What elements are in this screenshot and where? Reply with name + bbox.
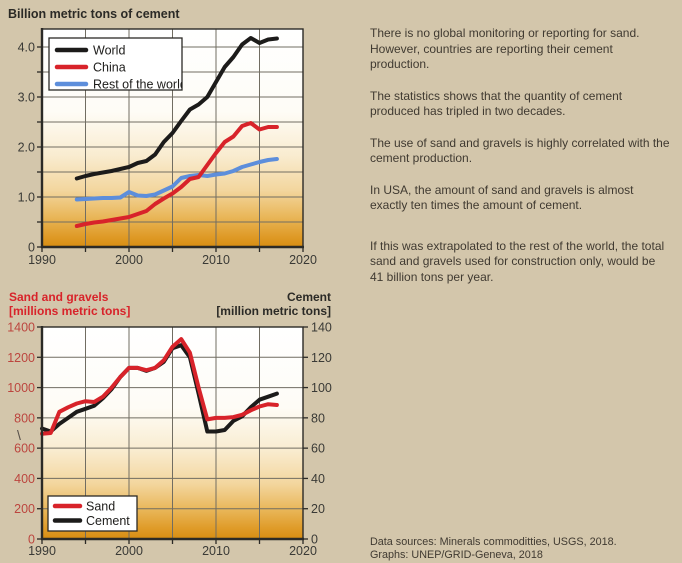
y-axis-tick-label: 0: [28, 241, 35, 255]
cement-axis-header: Cement [million metric tons]: [160, 290, 331, 318]
y2-axis-tick-label: 20: [311, 502, 325, 516]
y2-axis-tick-label: 100: [311, 381, 332, 395]
legend-label: Rest of the world: [93, 78, 187, 92]
y-axis-tick-label: 200: [14, 502, 35, 516]
y-axis-tick-label: 1000: [7, 381, 35, 395]
paragraph-monitoring: There is no global monitoring or reporti…: [370, 26, 640, 71]
y-axis-tick-label: 1200: [7, 351, 35, 365]
y-axis-tick-label: 400: [14, 472, 35, 486]
usa-sand-cement-chart: 0 200 400 600 800 1000 1200 1400 0 20 40 60 80 100 120…: [7, 321, 332, 559]
y-axis-tick-label: 800: [14, 411, 35, 425]
y-axis-tick-label: 1400: [7, 321, 35, 335]
sand-axis-header: Sand and gravels [millions metric tons]: [9, 290, 131, 318]
sand-axis-unit: [millions metric tons]: [9, 303, 131, 318]
x-axis-tick-label: 1990: [28, 253, 56, 267]
x-axis-tick-label: 2000: [115, 253, 143, 267]
cement-axis-unit: [million metric tons]: [216, 303, 331, 318]
legend-label: Sand: [86, 500, 115, 514]
paragraph-usa-ratio: In USA, the amount of sand and gravels i…: [370, 182, 634, 213]
y-axis-tick-label: 0: [28, 533, 35, 547]
footer-credit: Graphs: UNEP/GRID-Geneva, 2018: [370, 549, 543, 561]
footer: Data sources: Minerals commoditties, USG…: [370, 536, 617, 562]
y-axis-tick-label: 4.0: [18, 41, 35, 55]
y2-axis-tick-label: 60: [311, 442, 325, 456]
y2-axis-tick-label: 140: [311, 321, 332, 335]
cement-chart-title: Billion metric tons of cement: [8, 7, 180, 21]
y2-axis-tick-label: 120: [311, 351, 332, 365]
china-line: [74, 121, 279, 228]
y-axis-tick-label: 1.0: [18, 191, 35, 205]
paragraph-extrapolated: If this was extrapolated to the rest of …: [370, 238, 665, 284]
x-axis-tick-label: 2010: [202, 253, 230, 267]
x-axis-tick-label: 2000: [115, 544, 143, 558]
legend-label: China: [93, 61, 126, 75]
y2-axis-tick-label: 80: [311, 411, 325, 425]
y2-axis-tick-label: 40: [311, 472, 325, 486]
global-cement-production-chart: 0 1.0 2.0 3.0 4.0 1990 2000 2010 2020 World China R…: [18, 28, 317, 267]
stray-mark: \: [17, 427, 21, 443]
x-axis-tick-label: 2020: [289, 253, 317, 267]
y-axis-tick-label: 3.0: [18, 91, 35, 105]
cement-axis-title: Cement: [286, 290, 331, 304]
paragraph-correlated: The use of sand and gravels is highly co…: [370, 135, 670, 166]
y-axis-tick-label: 600: [14, 442, 35, 456]
sand-line: [40, 337, 279, 436]
y-axis-tick-label: 2.0: [18, 141, 35, 155]
x-axis-tick-label: 2020: [289, 544, 317, 558]
footer-sources: Data sources: Minerals commoditties, USG…: [370, 536, 617, 548]
y2-axis-tick-label: 0: [311, 533, 318, 547]
text-column: There is no global monitoring or reporti…: [370, 26, 670, 301]
legend-label: World: [93, 44, 125, 58]
world-line: [74, 36, 279, 181]
legend: World China Rest of the world: [48, 37, 187, 92]
paragraph-tripled: The statistics shows that the quantity o…: [370, 88, 623, 119]
rest-of-the-world-line: [74, 157, 279, 202]
x-axis-tick-label: 2010: [202, 544, 230, 558]
x-axis-tick-label: 1990: [28, 544, 56, 558]
sand-axis-title: Sand and gravels: [9, 290, 109, 304]
legend-label: Cement: [86, 514, 130, 528]
